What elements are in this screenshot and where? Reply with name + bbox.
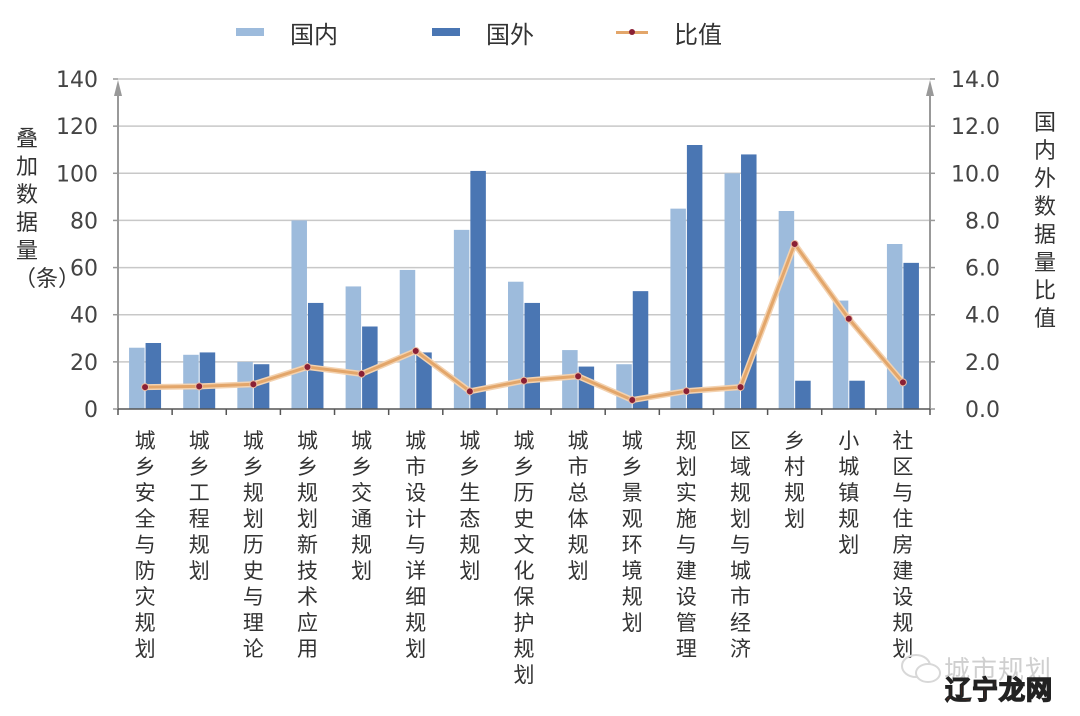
bar-foreign: [524, 302, 540, 409]
ratio-marker: [303, 363, 312, 372]
category-label: 小城镇规划: [838, 429, 860, 557]
watermark-brand-white: 龙网: [998, 675, 1054, 707]
bar-domestic: [345, 286, 362, 409]
left-tick-label: 20: [70, 351, 98, 376]
legend: 国内 国外 比值: [0, 12, 1080, 52]
bar-domestic: [670, 208, 686, 409]
bar-foreign: [795, 380, 811, 409]
category-label: 城市设计与详细规划: [405, 429, 427, 661]
legend-line-ratio-icon: [616, 28, 648, 35]
left-tick-label: 60: [70, 257, 98, 282]
ratio-marker: [249, 380, 258, 389]
bar-foreign: [416, 352, 432, 409]
bar-domestic: [832, 300, 849, 409]
right-tick-label: 0.0: [965, 398, 1000, 423]
category-label: 城乡历史文化保护规划: [513, 429, 535, 687]
left-tick-label: 0: [84, 398, 98, 423]
ratio-marker: [141, 383, 150, 392]
category-label: 社区与住房建设规划: [892, 429, 914, 661]
bar-foreign: [903, 262, 919, 409]
ratio-marker: [357, 369, 366, 378]
bar-domestic: [291, 220, 307, 409]
category-label: 城乡生态规划: [459, 429, 481, 583]
legend-marker-icon: [629, 28, 635, 35]
wechat-icon: [901, 653, 941, 683]
right-tick-label: 4.0: [965, 304, 1000, 329]
left-tick-label: 100: [56, 162, 98, 187]
category-label: 城乡景观环境规划: [621, 429, 643, 635]
watermark: 城市规划: [900, 650, 1052, 687]
left-tick-label: 140: [56, 68, 98, 93]
left-axis-arrow-icon: [114, 80, 122, 96]
category-label: 城市总体规划: [567, 429, 589, 583]
legend-swatch-domestic-icon: [236, 28, 264, 36]
right-tick-label: 2.0: [965, 351, 1000, 376]
ratio-marker: [898, 378, 907, 387]
right-tick-label: 12.0: [951, 115, 1000, 140]
ratio-marker: [736, 383, 745, 392]
legend-label-ratio: 比值: [674, 20, 722, 49]
category-label: 城乡安全与防灾规划: [134, 429, 156, 661]
bar-domestic: [508, 281, 524, 409]
bar-foreign: [741, 154, 757, 409]
legend-swatch-foreign-icon: [432, 28, 460, 36]
bar-domestic: [399, 269, 416, 409]
legend-item-domestic[interactable]: 国内: [236, 12, 338, 52]
category-label: 区域规划与城市经济: [730, 429, 752, 661]
right-tick-label: 14.0: [951, 68, 1000, 93]
bar-foreign: [470, 170, 486, 409]
ratio-marker: [195, 382, 204, 391]
bar-foreign: [849, 380, 865, 409]
watermark-source: 城市规划: [944, 656, 1053, 686]
ratio-marker: [520, 376, 528, 385]
category-label: 乡村规划: [784, 429, 806, 531]
bar-domestic: [778, 211, 795, 409]
ratio-marker: [628, 396, 637, 405]
bar-foreign: [632, 291, 649, 409]
bar-domestic: [183, 354, 199, 409]
category-label: 规划实施与建设管理: [675, 429, 697, 661]
ratio-marker: [574, 372, 583, 381]
left-tick-label: 80: [70, 209, 98, 234]
bar-domestic: [724, 173, 741, 409]
bar-foreign: [145, 343, 162, 409]
bar-foreign: [686, 145, 703, 409]
right-tick-label: 8.0: [965, 209, 1000, 234]
right-tick-label: 6.0: [965, 257, 1000, 282]
watermark-brand: 辽宁龙网: [944, 670, 1054, 707]
bar-foreign: [578, 366, 595, 409]
bar-foreign: [307, 302, 324, 409]
bar-domestic: [129, 347, 145, 409]
legend-label-foreign: 国外: [486, 20, 534, 49]
bar-foreign: [199, 352, 216, 409]
legend-item-foreign[interactable]: 国外: [432, 12, 534, 52]
left-axis-label: 叠加数据量（条）: [14, 127, 81, 292]
category-label: 城乡规划历史与理论: [242, 429, 264, 661]
left-tick-label: 120: [56, 115, 98, 140]
legend-item-ratio[interactable]: 比值: [616, 12, 722, 52]
right-axis-label: 国内外数据量比值: [1033, 111, 1056, 332]
category-label: 城乡交通规划: [351, 429, 373, 583]
right-axis-arrow-icon: [926, 80, 934, 96]
ratio-marker: [790, 240, 799, 248]
ratio-marker: [411, 347, 420, 356]
legend-label-domestic: 国内: [290, 20, 338, 49]
right-tick-label: 10.0: [951, 162, 1000, 187]
ratio-marker: [844, 314, 853, 323]
category-label: 城乡工程规划: [188, 429, 210, 583]
left-tick-label: 40: [70, 304, 98, 329]
ratio-marker: [465, 387, 474, 396]
bar-domestic: [453, 229, 470, 409]
bar-foreign: [253, 364, 270, 409]
ratio-marker: [682, 387, 691, 396]
watermark-brand-red: 辽宁: [944, 676, 1000, 707]
category-label: 城乡规划新技术应用: [296, 429, 318, 661]
